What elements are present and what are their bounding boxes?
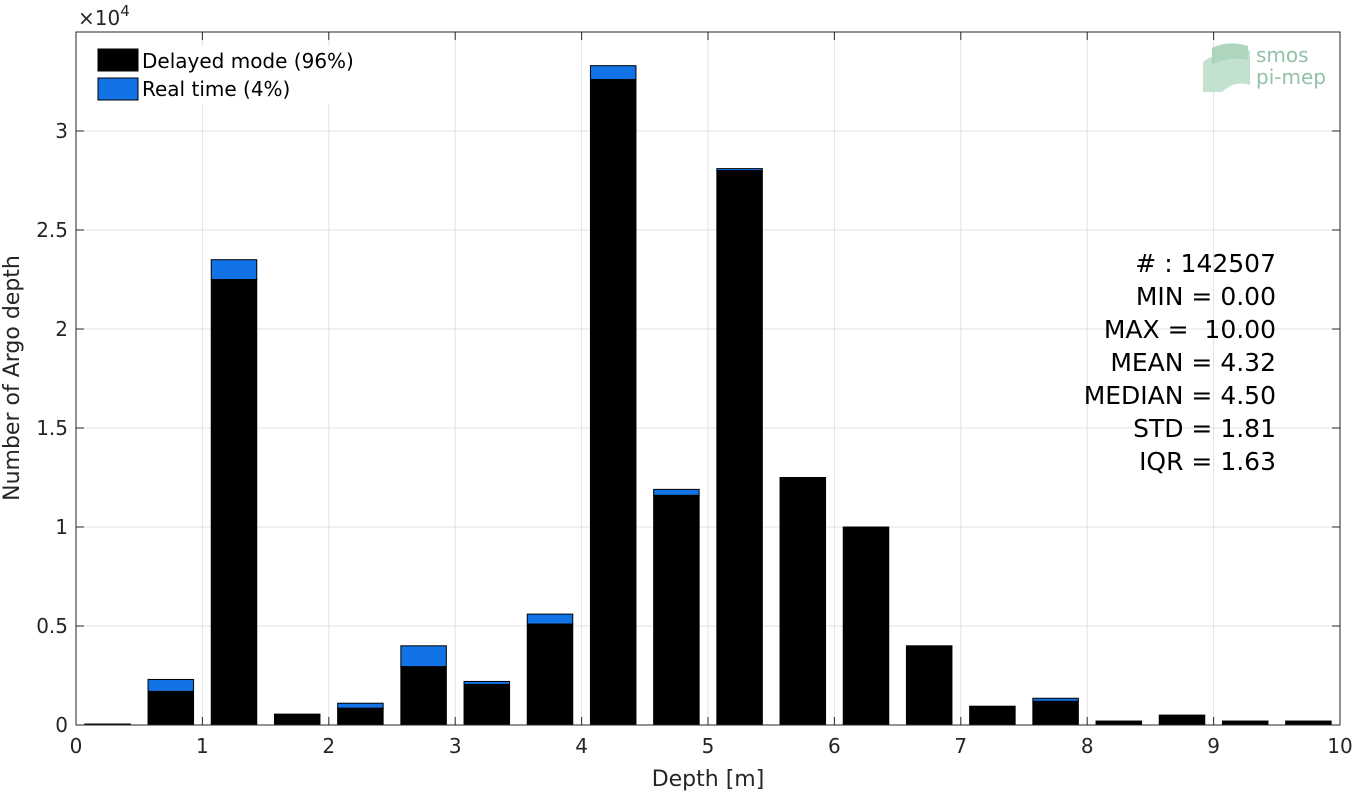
bar-delayed-15 bbox=[1032, 700, 1079, 726]
bar-delayed-2 bbox=[210, 279, 258, 726]
x-tick-label-9: 9 bbox=[1207, 734, 1220, 758]
x-tick-label-0: 0 bbox=[70, 734, 83, 758]
x-tick-label-5: 5 bbox=[702, 734, 715, 758]
bar-delayed-10 bbox=[716, 170, 763, 726]
stats-line-6: IQR = 1.63 bbox=[1139, 447, 1276, 476]
y-multiplier-label: ×104 bbox=[78, 2, 130, 30]
bar-delayed-5 bbox=[400, 666, 447, 726]
bar-delayed-12 bbox=[842, 526, 890, 726]
logo-line1: smos bbox=[1256, 43, 1309, 67]
y-multiplier-base: ×10 bbox=[78, 6, 120, 30]
y-multiplier-exponent: 4 bbox=[120, 2, 130, 20]
bar-delayed-4 bbox=[337, 707, 384, 726]
legend-label-realtime: Real time (4%) bbox=[142, 77, 290, 101]
bar-delayed-17 bbox=[1158, 714, 1206, 726]
bar-realtime-4 bbox=[337, 702, 384, 709]
legend-swatch-realtime bbox=[97, 77, 139, 101]
bar-realtime-15 bbox=[1032, 697, 1079, 702]
bar-delayed-16 bbox=[1095, 720, 1143, 726]
y-tick-label-2: 1 bbox=[55, 515, 68, 539]
bar-realtime-7 bbox=[526, 613, 574, 625]
bar-realtime-8 bbox=[589, 65, 637, 81]
stats-annotation: # : 142507 MIN = 0.00 MAX = 10.00 MEAN = 4.… bbox=[1084, 249, 1276, 476]
stats-line-2: MAX = 10.00 bbox=[1104, 315, 1276, 344]
x-tick-label-3: 3 bbox=[449, 734, 462, 758]
x-tick-label-10: 10 bbox=[1327, 734, 1352, 758]
x-tick-label-7: 7 bbox=[954, 734, 967, 758]
bars bbox=[84, 65, 1332, 726]
bar-realtime-6 bbox=[463, 680, 511, 685]
bar-realtime-5 bbox=[400, 645, 447, 668]
y-tick-label-3: 1.5 bbox=[36, 416, 68, 440]
y-tick-label-1: 0.5 bbox=[36, 614, 68, 638]
legend: Delayed mode (96%) Real time (4%) bbox=[96, 46, 383, 104]
logo-wave-icon-2 bbox=[1212, 43, 1248, 64]
bar-delayed-8 bbox=[589, 79, 637, 726]
bar-realtime-9 bbox=[653, 488, 700, 496]
bar-delayed-14 bbox=[969, 705, 1016, 726]
x-tick-label-2: 2 bbox=[322, 734, 335, 758]
bar-realtime-10 bbox=[716, 168, 763, 172]
y-axis-ticks: 0 0.5 1 1.5 2 2.5 3 bbox=[36, 119, 1340, 737]
bar-delayed-6 bbox=[463, 683, 511, 726]
logo-line2: pi-mep bbox=[1256, 65, 1326, 89]
bar-delayed-3 bbox=[273, 713, 321, 726]
y-tick-label-5: 2.5 bbox=[36, 218, 68, 242]
bar-delayed-11 bbox=[779, 477, 827, 726]
legend-label-delayed: Delayed mode (96%) bbox=[142, 49, 354, 73]
y-tick-label-6: 3 bbox=[55, 119, 68, 143]
x-tick-label-8: 8 bbox=[1081, 734, 1094, 758]
y-tick-label-4: 2 bbox=[55, 317, 68, 341]
bar-delayed-1 bbox=[147, 690, 195, 726]
bar-realtime-2 bbox=[210, 259, 258, 281]
legend-box bbox=[96, 46, 383, 104]
bar-delayed-9 bbox=[653, 494, 700, 726]
x-axis-label: Depth [m] bbox=[652, 767, 765, 792]
bar-delayed-7 bbox=[526, 623, 574, 726]
smos-pi-mep-logo: smos pi-mep bbox=[1203, 43, 1326, 92]
stats-line-5: STD = 1.81 bbox=[1133, 414, 1276, 443]
y-tick-label-0: 0 bbox=[55, 713, 68, 737]
bar-realtime-1 bbox=[147, 678, 195, 692]
stats-line-1: MIN = 0.00 bbox=[1136, 282, 1276, 311]
stats-line-4: MEDIAN = 4.50 bbox=[1084, 381, 1276, 410]
y-axis-label: Number of Argo depth bbox=[0, 255, 25, 501]
x-tick-label-1: 1 bbox=[196, 734, 209, 758]
x-axis-ticks: 0 1 2 3 4 5 6 7 8 9 10 bbox=[70, 32, 1353, 758]
bar-delayed-19 bbox=[1285, 720, 1332, 726]
legend-swatch-delayed bbox=[97, 48, 139, 72]
x-tick-label-4: 4 bbox=[575, 734, 588, 758]
bar-delayed-13 bbox=[905, 645, 953, 726]
stats-line-3: MEAN = 4.32 bbox=[1110, 348, 1276, 377]
stats-line-0: # : 142507 bbox=[1135, 249, 1276, 278]
x-tick-label-6: 6 bbox=[828, 734, 841, 758]
bar-delayed-18 bbox=[1221, 720, 1269, 726]
